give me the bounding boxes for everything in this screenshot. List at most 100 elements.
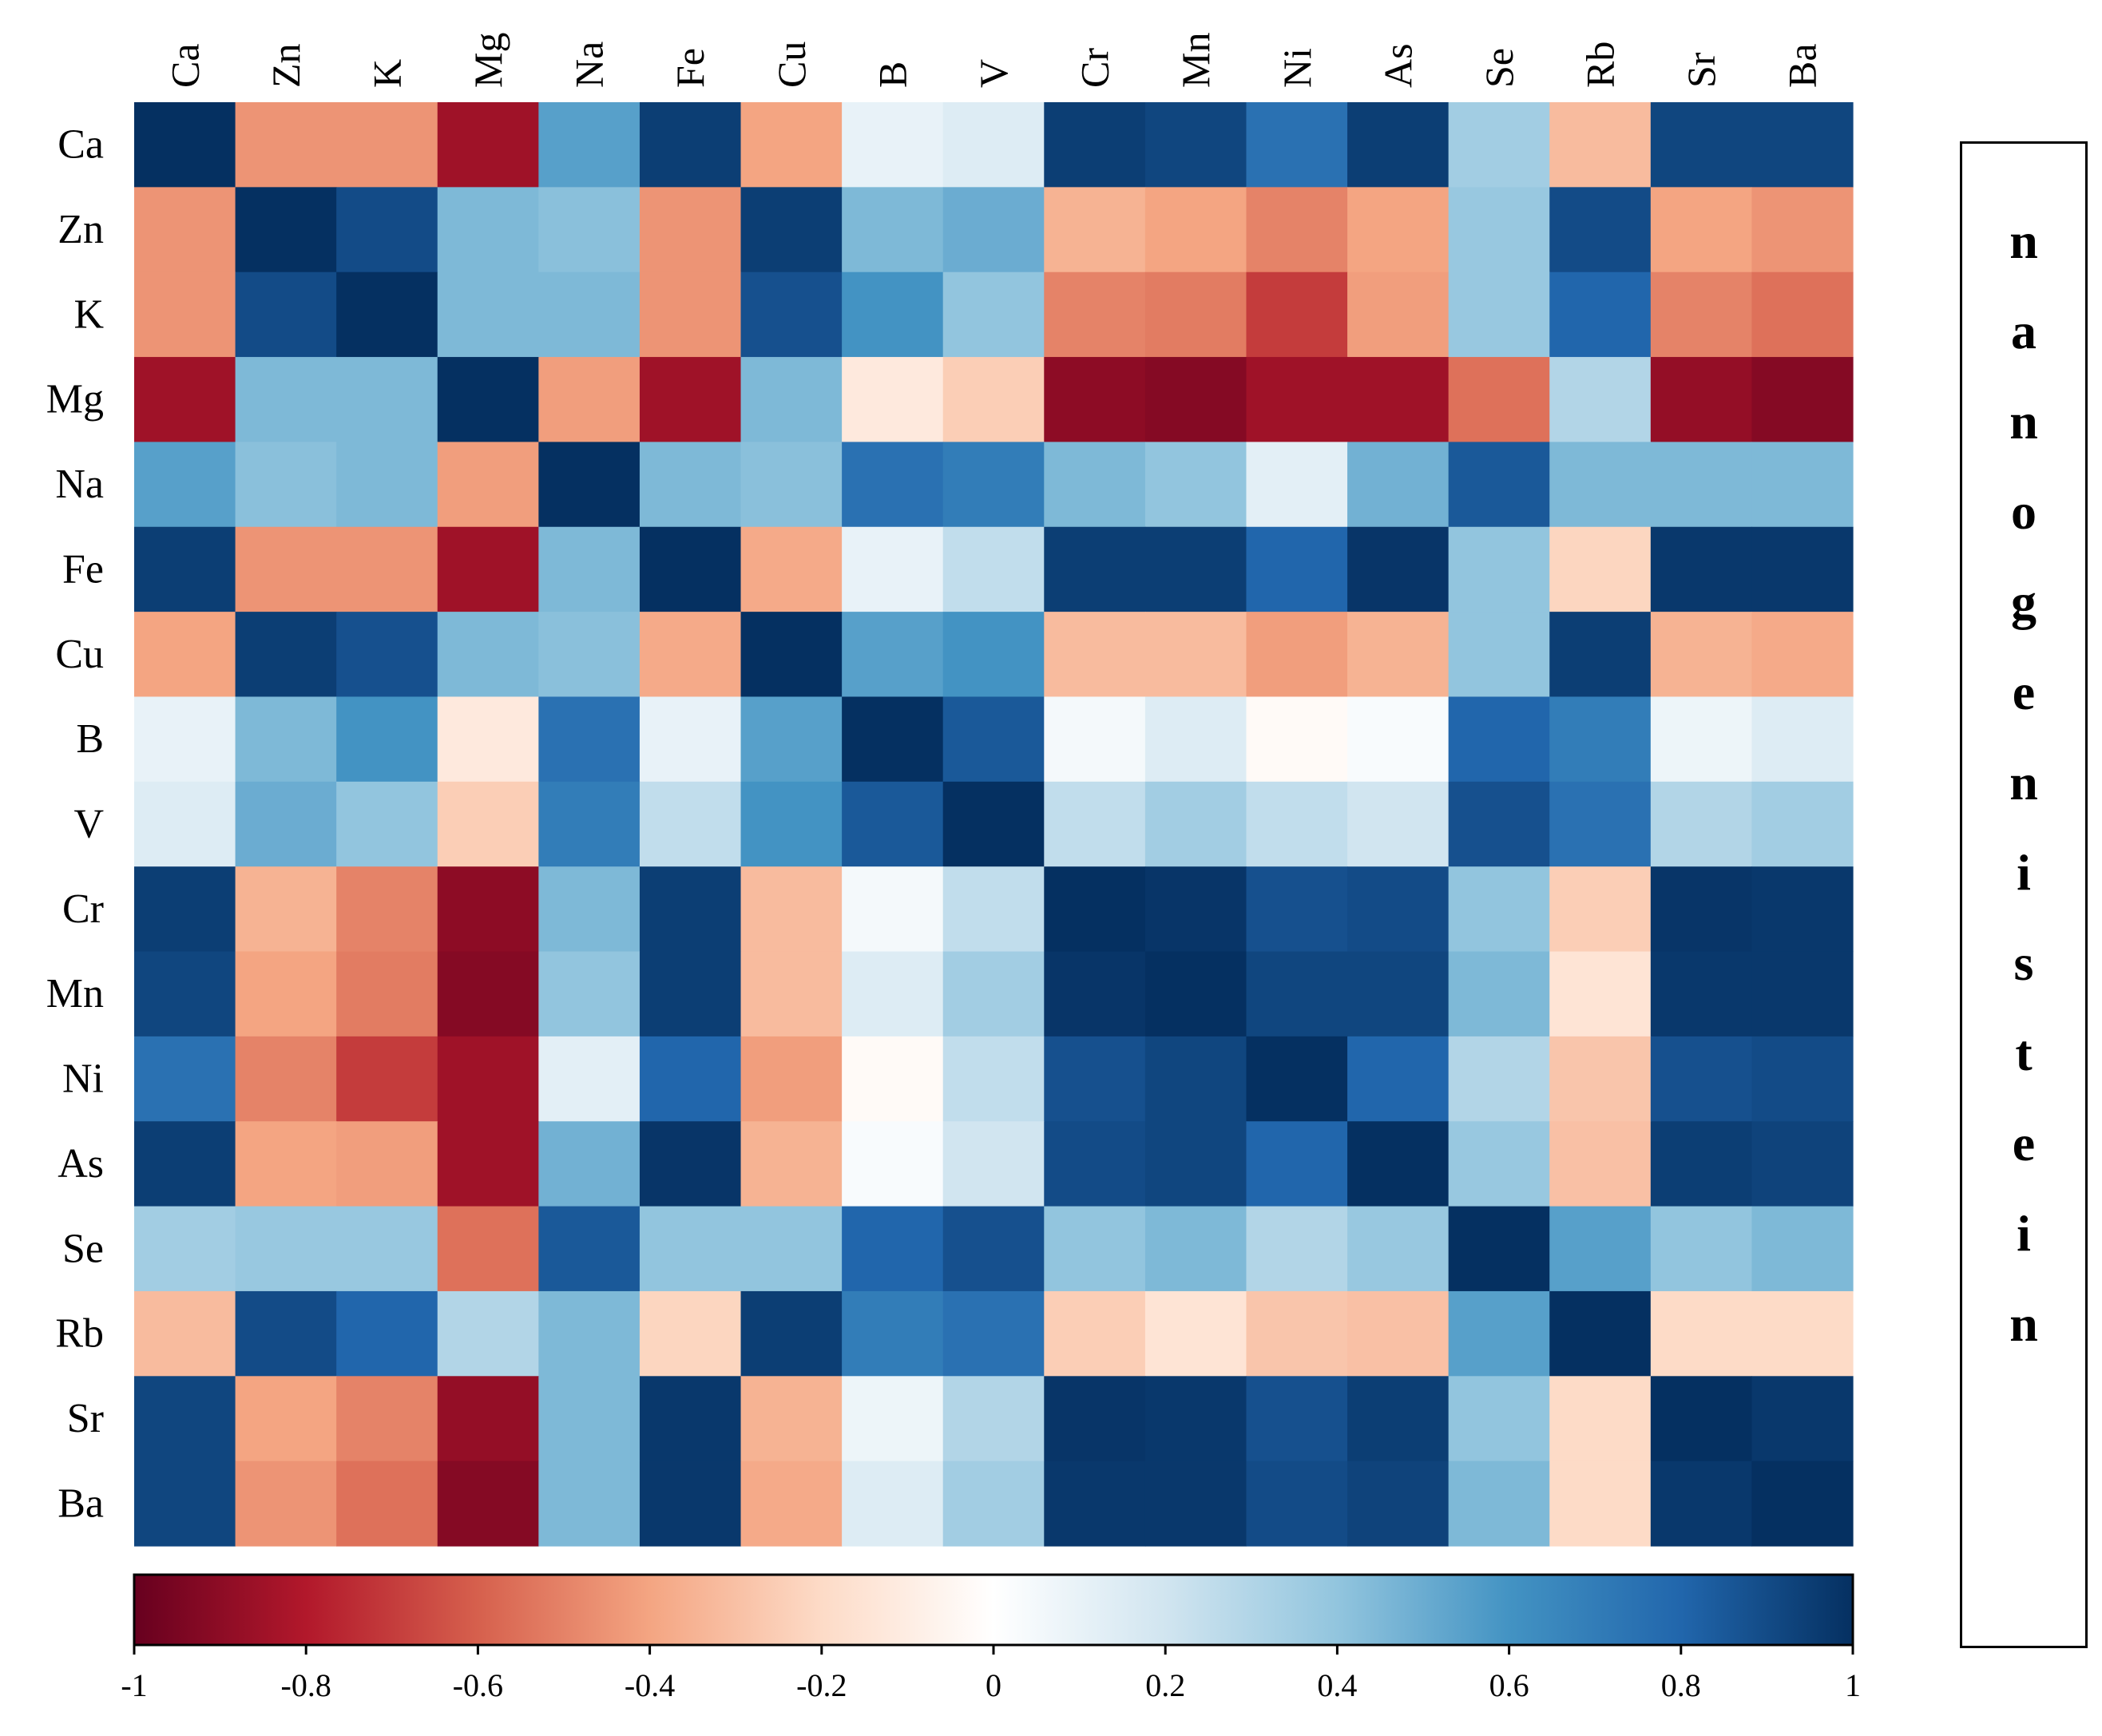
cell-cr-b <box>842 866 944 953</box>
cell-k-sr <box>1650 271 1753 358</box>
cell-se-ca <box>134 1206 236 1292</box>
cell-cr-zn <box>235 866 337 953</box>
cell-sr-v <box>942 1376 1045 1462</box>
cell-ni-mg <box>437 1036 539 1122</box>
cell-mn-ca <box>134 951 236 1037</box>
cell-se-mg <box>437 1206 539 1292</box>
row-label-b: B <box>76 716 104 762</box>
cell-ni-v <box>942 1036 1045 1122</box>
cell-b-ni <box>1246 696 1348 783</box>
cell-mg-b <box>842 357 944 443</box>
cell-sr-k <box>336 1376 438 1462</box>
cell-mn-b <box>842 951 944 1037</box>
cell-mg-ba <box>1751 357 1854 443</box>
row-label-mg: Mg <box>46 377 104 422</box>
cell-cu-ni <box>1246 612 1348 698</box>
side-label-letter: i <box>2017 844 2031 901</box>
col-label-b: B <box>870 61 914 88</box>
cell-rb-cr <box>1044 1290 1146 1377</box>
cell-mn-se <box>1448 951 1550 1037</box>
cell-k-as <box>1347 271 1450 358</box>
cell-v-rb <box>1549 781 1652 867</box>
cell-cu-ca <box>134 612 236 698</box>
cell-ca-ni <box>1246 102 1348 188</box>
cell-ni-se <box>1448 1036 1550 1122</box>
cell-as-b <box>842 1121 944 1207</box>
cell-ca-na <box>538 102 641 188</box>
cell-ca-v <box>942 102 1045 188</box>
cell-as-as <box>1347 1121 1450 1207</box>
cell-v-na <box>538 781 641 867</box>
col-label-mg: Mg <box>466 33 510 88</box>
cell-ni-cr <box>1044 1036 1146 1122</box>
cell-sr-as <box>1347 1376 1450 1462</box>
column-labels: Ca Zn K Mg Na Fe Cu B V Cr Mn Ni As Se Rb Sr Ba <box>162 33 1824 88</box>
cell-se-as <box>1347 1206 1450 1292</box>
cell-zn-sr <box>1650 187 1753 273</box>
cell-zn-v <box>942 187 1045 273</box>
cell-k-ni <box>1246 271 1348 358</box>
side-label-letter: n <box>2009 393 2038 450</box>
cell-ba-ni <box>1246 1461 1348 1547</box>
cell-ca-zn <box>235 102 337 188</box>
cell-sr-ca <box>134 1376 236 1462</box>
row-label-v: V <box>73 802 104 847</box>
cell-cu-cr <box>1044 612 1146 698</box>
cell-b-k <box>336 696 438 783</box>
cell-na-k <box>336 442 438 528</box>
cell-k-cr <box>1044 271 1146 358</box>
row-label-mn: Mn <box>46 971 104 1017</box>
colorbar-tick-label: 0.6 <box>1489 1667 1529 1703</box>
cell-na-se <box>1448 442 1550 528</box>
colorbar-tick-label: -1 <box>121 1667 147 1703</box>
cell-rb-ni <box>1246 1290 1348 1377</box>
cell-rb-ca <box>134 1290 236 1377</box>
cell-se-b <box>842 1206 944 1292</box>
cell-na-sr <box>1650 442 1753 528</box>
cell-na-mn <box>1144 442 1247 528</box>
row-label-se: Se <box>62 1226 104 1271</box>
col-label-rb: Rb <box>1578 42 1623 88</box>
cell-ba-na <box>538 1461 641 1547</box>
cell-as-k <box>336 1121 438 1207</box>
cell-cr-se <box>1448 866 1550 953</box>
side-label-letter: n <box>2009 1295 2038 1352</box>
cell-cr-rb <box>1549 866 1652 953</box>
cell-mg-v <box>942 357 1045 443</box>
cell-k-zn <box>235 271 337 358</box>
cell-se-ba <box>1751 1206 1854 1292</box>
cell-ni-ba <box>1751 1036 1854 1122</box>
cell-ba-as <box>1347 1461 1450 1547</box>
cell-v-mg <box>437 781 539 867</box>
cell-ba-fe <box>639 1461 742 1547</box>
cell-sr-rb <box>1549 1376 1652 1462</box>
cell-cu-fe <box>639 612 742 698</box>
cell-mn-cr <box>1044 951 1146 1037</box>
cell-sr-se <box>1448 1376 1550 1462</box>
cell-mg-rb <box>1549 357 1652 443</box>
cell-zn-na <box>538 187 641 273</box>
cell-cr-mn <box>1144 866 1247 953</box>
cell-ba-cr <box>1044 1461 1146 1547</box>
cell-ca-cu <box>740 102 843 188</box>
cell-b-zn <box>235 696 337 783</box>
cell-as-mg <box>437 1121 539 1207</box>
cell-zn-b <box>842 187 944 273</box>
cell-na-b <box>842 442 944 528</box>
cell-as-rb <box>1549 1121 1652 1207</box>
cell-se-v <box>942 1206 1045 1292</box>
cell-cu-v <box>942 612 1045 698</box>
cell-na-cu <box>740 442 843 528</box>
row-label-zn: Zn <box>58 207 104 252</box>
cell-ba-se <box>1448 1461 1550 1547</box>
cell-rb-mn <box>1144 1290 1247 1377</box>
cell-na-mg <box>437 442 539 528</box>
cell-mg-zn <box>235 357 337 443</box>
cell-mn-as <box>1347 951 1450 1037</box>
cell-cu-mg <box>437 612 539 698</box>
cell-fe-k <box>336 526 438 612</box>
cell-v-ni <box>1246 781 1348 867</box>
cell-fe-sr <box>1650 526 1753 612</box>
